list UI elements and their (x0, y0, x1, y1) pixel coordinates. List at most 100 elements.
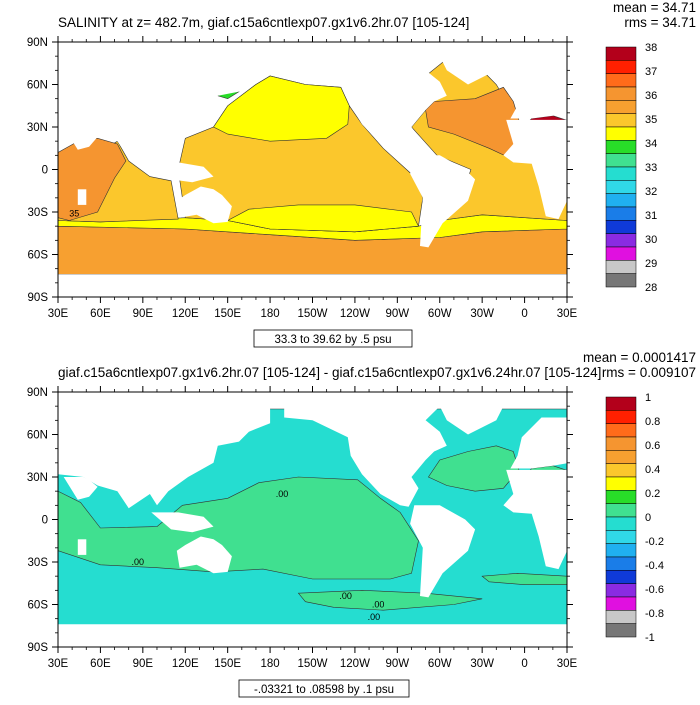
colorbar-label: 29 (645, 258, 657, 270)
x-tick-label: 150W (297, 308, 327, 320)
colorbar-swatch (605, 396, 637, 411)
colorbar-swatch (605, 583, 637, 598)
colorbar-swatch (605, 450, 637, 464)
x-tick-label: 150W (297, 658, 327, 670)
colorbar-swatch (605, 153, 637, 168)
arabia-land (63, 127, 98, 150)
contour-info: -.03321 to .08598 by .1 psu (254, 684, 394, 696)
stat-rms: rms = 34.71 (624, 15, 696, 30)
x-tick-label: 120E (172, 308, 199, 320)
colorbar-swatch (605, 60, 637, 74)
colorbar-swatch (605, 530, 637, 544)
colorbar-label: 1 (645, 392, 651, 404)
colorbar-swatch (605, 233, 637, 248)
y-tick-label: 60S (28, 600, 49, 612)
antarctica-land (58, 624, 567, 647)
contour-label: .00 (368, 612, 381, 622)
x-tick-label: 60E (90, 308, 111, 320)
y-tick-label: 60S (28, 250, 49, 262)
region-north-pacific-low (213, 75, 350, 142)
contour-label: .00 (132, 557, 145, 567)
north-america-land (284, 56, 447, 157)
colorbar-swatch (605, 246, 637, 261)
colorbar-label: 34 (645, 138, 657, 150)
map-field: 35 (58, 42, 567, 297)
colorbar-swatch (605, 463, 637, 478)
europe-land (510, 67, 567, 119)
colorbar-swatch (605, 220, 637, 234)
x-tick-label: 30E (557, 658, 578, 670)
indonesia-land (151, 162, 214, 183)
colorbar-label: 28 (645, 282, 657, 294)
arctic-land (58, 42, 567, 57)
panel-title: SALINITY at z= 482.7m, giaf.c15a6cntlexp… (58, 15, 469, 30)
x-tick-label: 120W (340, 658, 370, 670)
colorbar-label: 33 (645, 162, 657, 174)
colorbar-swatch (605, 570, 637, 584)
colorbar-swatch (605, 556, 637, 571)
x-tick-label: 150E (214, 658, 241, 670)
x-tick-label: 90W (386, 308, 410, 320)
colorbar-swatch (605, 166, 637, 181)
x-tick-label: 0 (521, 658, 527, 670)
contour-label: .00 (276, 489, 289, 499)
colorbar-label: 0.8 (645, 416, 660, 428)
indonesia-land (151, 512, 214, 533)
region-south-atlantic-green (481, 572, 567, 586)
x-tick-label: 180 (260, 308, 279, 320)
colorbar-swatch (605, 490, 637, 504)
colorbar-swatch (605, 623, 637, 638)
stat-mean: mean = 34.71 (613, 0, 696, 15)
north-america-land (284, 406, 447, 507)
colorbar-swatch (605, 100, 637, 114)
contour-label: 35 (69, 208, 79, 218)
x-tick-label: 120E (172, 658, 199, 670)
arctic-land (58, 392, 567, 407)
contour-info-box (238, 679, 410, 698)
colorbar-swatch (605, 113, 637, 128)
colorbar-swatch (605, 516, 637, 531)
y-tick-label: 60N (27, 430, 48, 442)
x-tick-label: 180 (260, 658, 279, 670)
y-tick-label: 90N (27, 37, 48, 49)
region-southern-green (297, 589, 483, 611)
x-tick-label: 150E (214, 308, 241, 320)
y-tick-label: 90S (28, 292, 49, 304)
x-tick-label: 30E (557, 308, 578, 320)
australia-land (176, 186, 232, 224)
europe-land (510, 417, 567, 469)
y-tick-label: 0 (42, 165, 48, 177)
colorbar-swatch (605, 140, 637, 154)
x-tick-label: 30W (470, 658, 494, 670)
colorbar-swatch (605, 260, 637, 274)
colorbar: 1 0.8 0.6 0.4 0.2 0 -0.2 -0.4 -0.6 -0.8 -1 (605, 392, 664, 644)
colorbar-swatch (605, 410, 637, 424)
south-america-land (410, 505, 476, 598)
madagascar-land (77, 189, 87, 205)
colorbar-label: 0.4 (645, 464, 660, 476)
y-tick-label: 30S (28, 207, 49, 219)
y-tick-label: 30N (27, 472, 48, 484)
contour-info: 33.3 to 39.62 by .5 psu (274, 334, 391, 346)
colorbar-label: 31 (645, 210, 657, 222)
y-tick-label: 60N (27, 80, 48, 92)
greenland-land (439, 56, 504, 85)
x-tick-label: 90W (386, 658, 410, 670)
madagascar-land (77, 539, 87, 555)
region-indian-pacific-green (58, 476, 419, 580)
panel-bottom-difference: giaf.c15a6cntlexp07.gx1v6.2hr.07 [105-12… (27, 350, 696, 698)
plot-area: 35 30E 60E 90E 120E 150E 180 150W 120W 90W 60W 30W 0… (27, 36, 578, 320)
x-tick-label: 90E (133, 308, 154, 320)
stat-mean: mean = 0.0001417 (583, 350, 696, 365)
y-tick-label: 30S (28, 557, 49, 569)
south-america-land (410, 155, 476, 248)
x-tick-label: 60W (428, 308, 452, 320)
colorbar-label: 0 (645, 512, 651, 524)
colorbar-label: -0.6 (645, 584, 664, 596)
colorbar-label: -1 (645, 632, 655, 644)
colorbar-label: 0.6 (645, 440, 660, 452)
x-tick-label: 0 (521, 308, 527, 320)
map-field: .00 .00 .00 .00 .00 (58, 392, 567, 647)
panel-title: giaf.c15a6cntlexp07.gx1v6.2hr.07 [105-12… (58, 365, 601, 380)
